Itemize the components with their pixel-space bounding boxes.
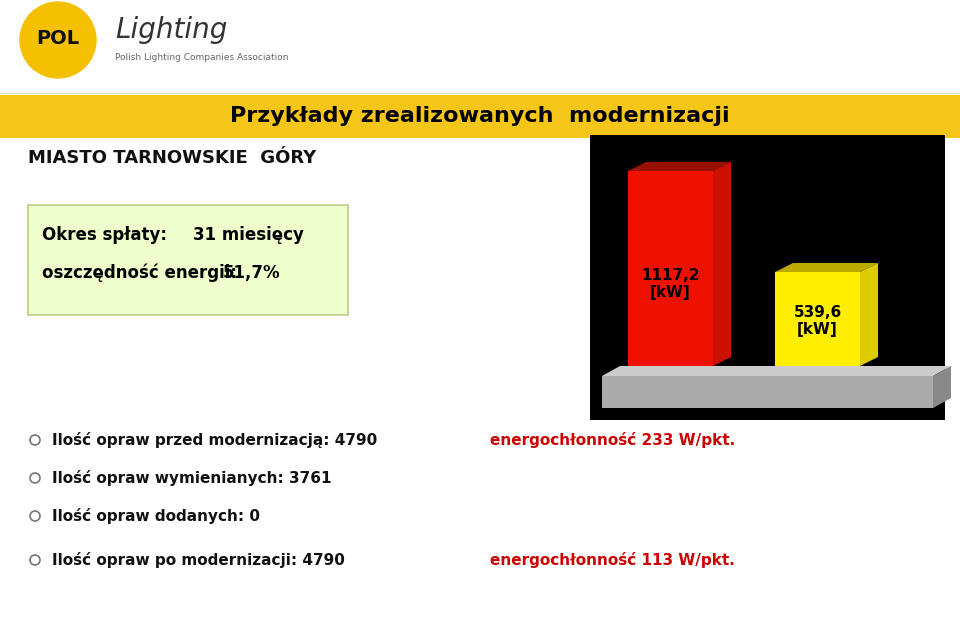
- Polygon shape: [628, 171, 713, 366]
- Text: Ilość opraw dodanych: 0: Ilość opraw dodanych: 0: [52, 508, 260, 524]
- Text: Przykłady zrealizowanych  modernizacji: Przykłady zrealizowanych modernizacji: [230, 107, 730, 126]
- Text: energochłonność 113 W/pkt.: energochłonność 113 W/pkt.: [490, 552, 734, 568]
- Text: POL: POL: [36, 29, 80, 48]
- Polygon shape: [775, 263, 878, 272]
- Text: Polish Lighting Companies Association: Polish Lighting Companies Association: [115, 53, 289, 62]
- Circle shape: [20, 2, 96, 78]
- Polygon shape: [602, 376, 933, 408]
- Text: oszczędność energii:: oszczędność energii:: [42, 264, 237, 282]
- Polygon shape: [860, 263, 878, 366]
- Text: Ilość opraw przed modernizacją: 4790: Ilość opraw przed modernizacją: 4790: [52, 432, 377, 448]
- FancyBboxPatch shape: [590, 135, 945, 420]
- Text: Ilość opraw wymienianych: 3761: Ilość opraw wymienianych: 3761: [52, 470, 331, 486]
- Text: 51,7%: 51,7%: [223, 264, 280, 282]
- Polygon shape: [933, 366, 951, 408]
- Text: 539,6
[kW]: 539,6 [kW]: [793, 305, 842, 337]
- Text: Ilość opraw po modernizacji: 4790: Ilość opraw po modernizacji: 4790: [52, 552, 345, 568]
- Polygon shape: [602, 366, 951, 376]
- Text: MIASTO TARNOWSKIE  GÓRY: MIASTO TARNOWSKIE GÓRY: [28, 149, 316, 167]
- FancyBboxPatch shape: [0, 95, 960, 138]
- Polygon shape: [628, 162, 731, 171]
- FancyBboxPatch shape: [28, 205, 348, 315]
- Text: 31 miesięcy: 31 miesięcy: [193, 226, 304, 244]
- Text: 1117,2
[kW]: 1117,2 [kW]: [641, 268, 700, 300]
- Polygon shape: [775, 272, 860, 366]
- Polygon shape: [713, 162, 731, 366]
- Text: energochłonność 233 W/pkt.: energochłonność 233 W/pkt.: [490, 432, 735, 448]
- Text: Okres spłaty:: Okres spłaty:: [42, 226, 167, 244]
- Text: Lighting: Lighting: [115, 16, 228, 44]
